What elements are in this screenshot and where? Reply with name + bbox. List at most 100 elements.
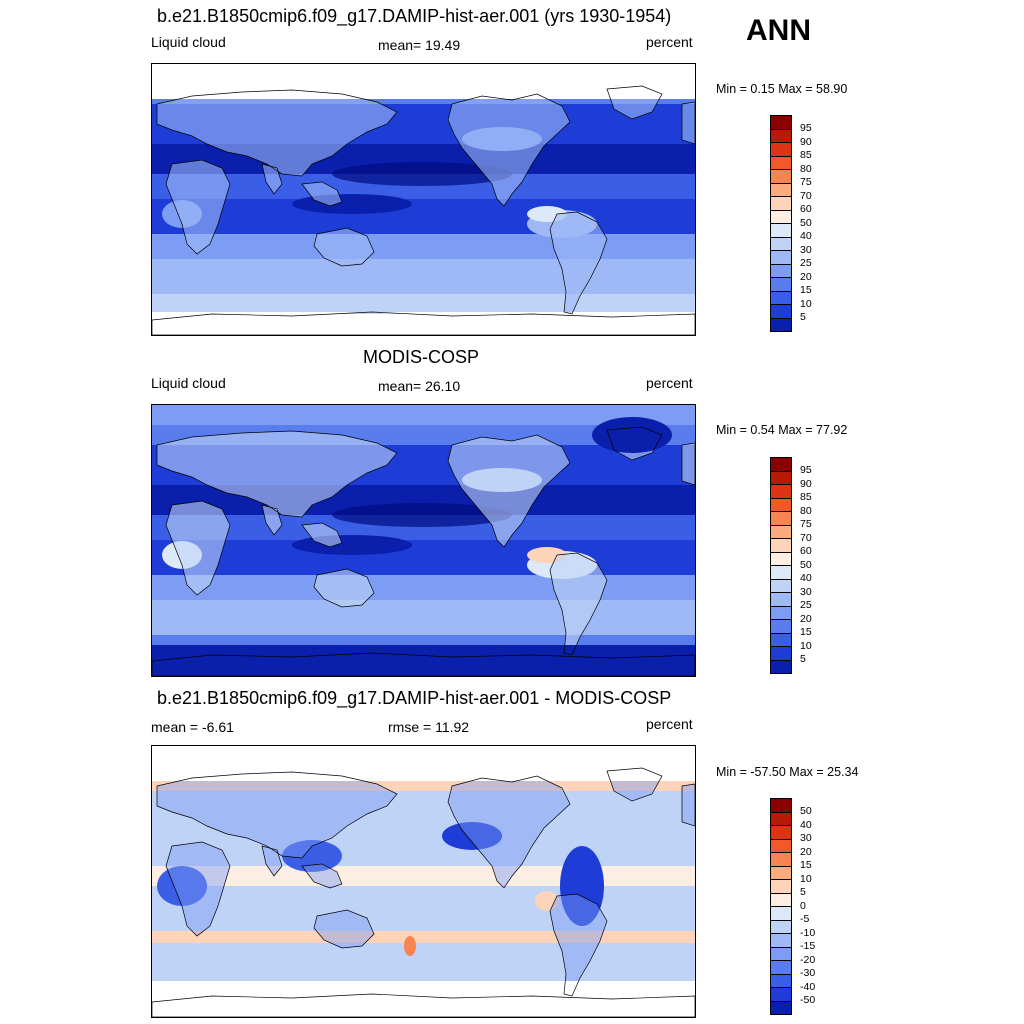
colorbar-tick-label: 40 <box>800 230 812 243</box>
colorbar-tick-label: 60 <box>800 203 812 216</box>
colorbar-swatch <box>770 632 792 647</box>
colorbar-tick-label: 95 <box>800 464 812 477</box>
panel-title: b.e21.B1850cmip6.f09_g17.DAMIP-hist-aer.… <box>157 688 672 708</box>
map-test <box>151 63 696 336</box>
colorbar-swatch <box>770 155 792 170</box>
units-label: percent <box>646 375 693 391</box>
mean-label: mean= 26.10 <box>378 378 461 394</box>
colorbar-swatch <box>770 933 792 948</box>
map-difference <box>151 745 696 1018</box>
colorbar-tick-label: -5 <box>800 913 810 926</box>
units-label: percent <box>646 716 693 732</box>
colorbar-tick-label: 70 <box>800 531 812 544</box>
colorbar-tick-label: 15 <box>800 626 812 639</box>
colorbar-swatch <box>770 578 792 593</box>
colorbar-tick-label: -50 <box>800 994 816 1007</box>
colorbar-swatch <box>770 304 792 319</box>
colorbar-swatch <box>770 538 792 553</box>
colorbar-swatch <box>770 838 792 853</box>
colorbar-tick-label: 5 <box>800 886 806 899</box>
rmse-label: rmse = 11.92 <box>388 719 470 735</box>
panel-title: b.e21.B1850cmip6.f09_g17.DAMIP-hist-aer.… <box>157 6 672 26</box>
colorbar-tick-label: 20 <box>800 845 812 858</box>
colorbar-swatch <box>770 317 792 332</box>
min-max-label: Min = 0.54 Max = 77.92 <box>716 423 848 437</box>
colorbar-swatch <box>770 182 792 197</box>
colorbar-swatch <box>770 497 792 512</box>
colorbar-swatch <box>770 250 792 265</box>
colorbar-swatch <box>770 524 792 539</box>
map-reference <box>151 404 696 677</box>
colorbar-swatch <box>770 865 792 880</box>
colorbar-swatch <box>770 196 792 211</box>
colorbar-tick-label: 75 <box>800 518 812 531</box>
colorbar-swatch <box>770 798 792 813</box>
colorbar-tick-label: 50 <box>800 558 812 571</box>
colorbar-tick-label: 75 <box>800 176 812 189</box>
colorbar-tick-label: 0 <box>800 899 806 912</box>
colorbar-tick-label: 10 <box>800 639 812 652</box>
units-label: percent <box>646 34 693 50</box>
colorbar-swatch <box>770 659 792 674</box>
colorbar-swatch <box>770 892 792 907</box>
colorbar-tick-label: 40 <box>800 572 812 585</box>
colorbar-tick-label: 10 <box>800 297 812 310</box>
colorbar-swatch <box>770 646 792 661</box>
colorbar-swatch <box>770 551 792 566</box>
colorbar-swatch <box>770 277 792 292</box>
colorbar-swatch <box>770 592 792 607</box>
colorbar-tick-label: 20 <box>800 612 812 625</box>
colorbar-tick-label: 5 <box>800 311 806 324</box>
colorbar-swatch <box>770 906 792 921</box>
colorbar-swatch <box>770 973 792 988</box>
mean-label: mean= 19.49 <box>378 37 461 53</box>
colorbar-tick-label: 90 <box>800 477 812 490</box>
colorbar-swatch <box>770 142 792 157</box>
colorbar-tick-label: 25 <box>800 599 812 612</box>
colorbar-swatch <box>770 825 792 840</box>
colorbar-tick-label: 15 <box>800 859 812 872</box>
colorbar-swatch <box>770 511 792 526</box>
colorbar-tick-label: 60 <box>800 545 812 558</box>
colorbar-tick-label: 30 <box>800 585 812 598</box>
colorbar-swatch <box>770 263 792 278</box>
colorbar-swatch <box>770 946 792 961</box>
colorbar-swatch <box>770 457 792 472</box>
colorbar-swatch <box>770 879 792 894</box>
colorbar-tick-label: 20 <box>800 270 812 283</box>
colorbar-tick-label: 80 <box>800 504 812 517</box>
min-max-label: Min = -57.50 Max = 25.34 <box>716 765 859 779</box>
colorbar-tick-label: 15 <box>800 284 812 297</box>
colorbar-swatch <box>770 223 792 238</box>
panel-title: MODIS-COSP <box>363 347 480 367</box>
colorbar-swatch <box>770 852 792 867</box>
colorbar-tick-label: 70 <box>800 189 812 202</box>
mean-label: mean = -6.61 <box>151 719 234 735</box>
season-label: ANN <box>746 14 811 47</box>
colorbar-tick-label: 80 <box>800 162 812 175</box>
colorbar-swatch <box>770 987 792 1002</box>
colorbar-tick-label: -30 <box>800 967 816 980</box>
colorbar-tick-label: 50 <box>800 216 812 229</box>
colorbar-swatch <box>770 919 792 934</box>
colorbar-tick-label: -20 <box>800 953 816 966</box>
colorbar-tick-label: 30 <box>800 832 812 845</box>
colorbar-tick-label: 40 <box>800 818 812 831</box>
colorbar-swatch <box>770 619 792 634</box>
colorbar-tick-label: 90 <box>800 135 812 148</box>
colorbar-swatch <box>770 128 792 143</box>
colorbar-swatch <box>770 470 792 485</box>
colorbar-swatch <box>770 1000 792 1015</box>
variable-label: Liquid cloud <box>151 34 226 50</box>
colorbar-tick-label: -40 <box>800 980 816 993</box>
colorbar-swatch <box>770 290 792 305</box>
colorbar-tick-label: 30 <box>800 243 812 256</box>
variable-label: Liquid cloud <box>151 375 226 391</box>
colorbar-swatch <box>770 484 792 499</box>
colorbar-swatch <box>770 236 792 251</box>
colorbar-swatch <box>770 565 792 580</box>
colorbar-tick-label: 25 <box>800 257 812 270</box>
colorbar-tick-label: -10 <box>800 926 816 939</box>
colorbar-swatch <box>770 960 792 975</box>
colorbar-tick-label: 10 <box>800 872 812 885</box>
